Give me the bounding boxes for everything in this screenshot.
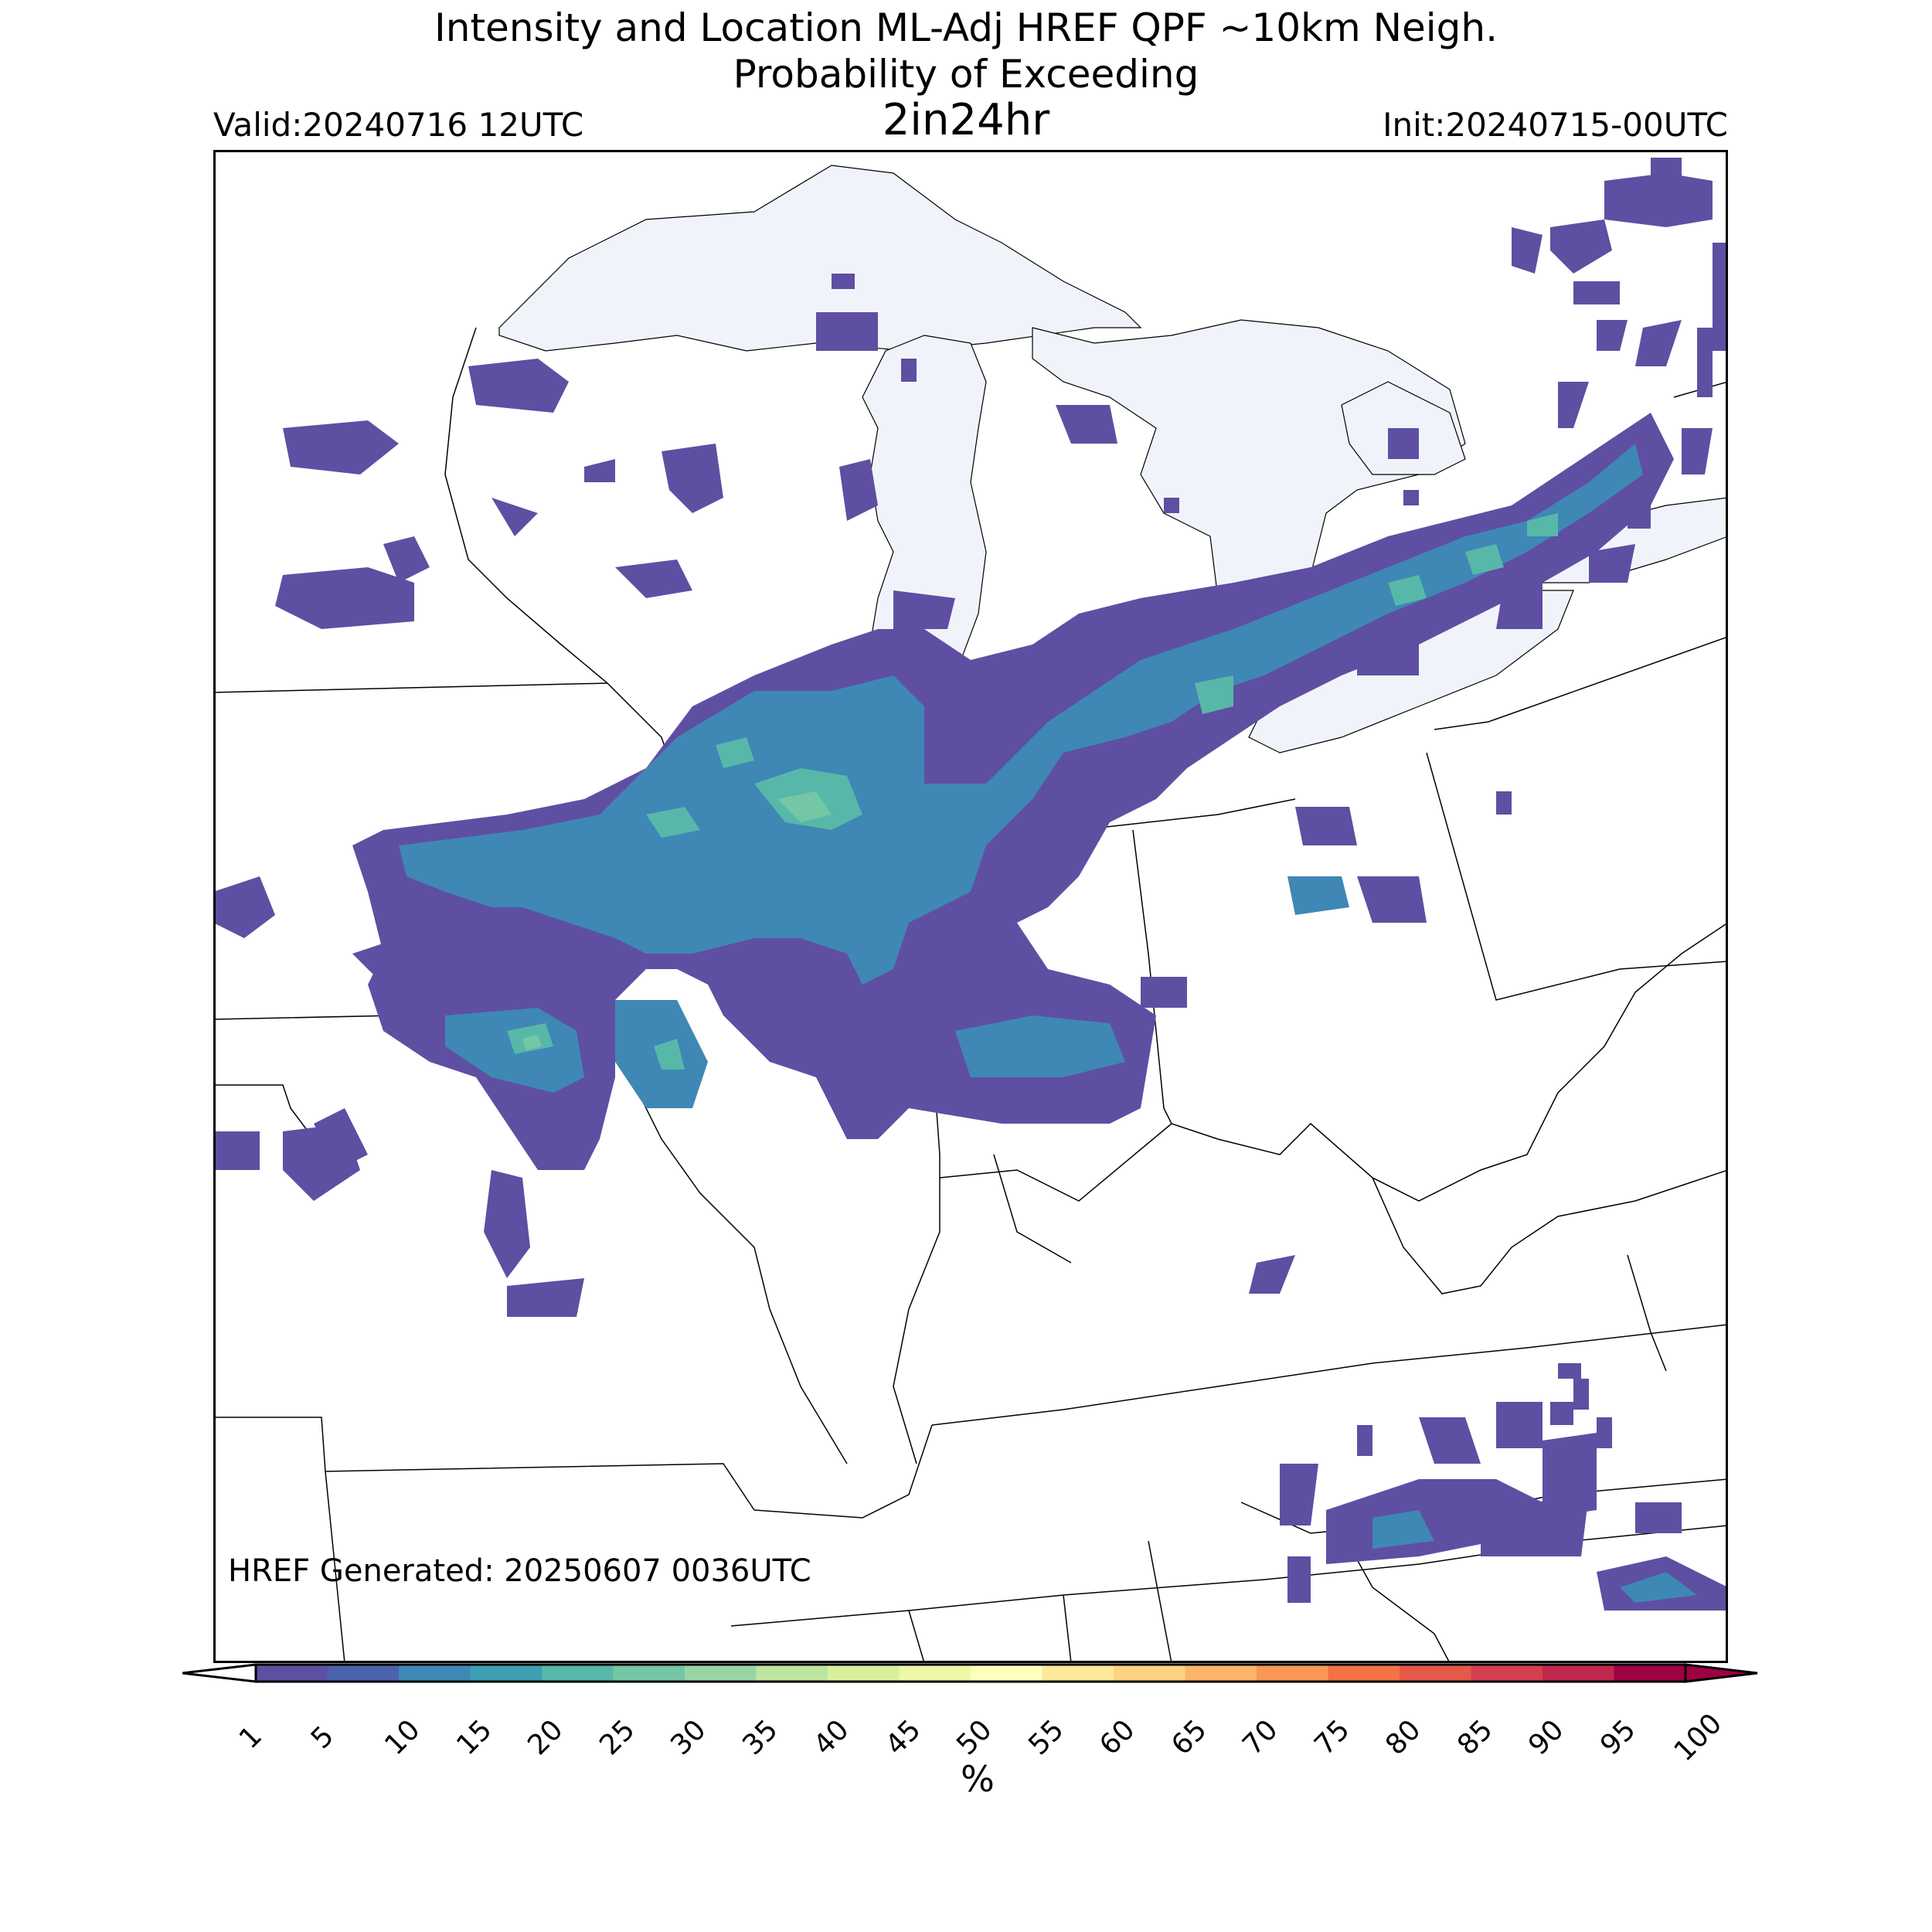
colorbar-lower-extend (182, 1663, 257, 1683)
colorbar-swatch (1543, 1665, 1614, 1682)
colorbar (182, 1663, 1758, 1683)
colorbar-swatch (256, 1665, 328, 1682)
great-lakes (498, 165, 1728, 753)
colorbar-swatch (1185, 1665, 1257, 1682)
colorbar-tick-label: 90 (1522, 1713, 1570, 1762)
lake-superior (498, 165, 1142, 352)
map-panel (213, 150, 1728, 1663)
colorbar-upper-extend (1684, 1663, 1758, 1683)
colorbar-tick-label: 75 (1308, 1713, 1356, 1762)
colorbar-tick-label: 45 (879, 1713, 927, 1762)
colorbar-tick-label: 40 (808, 1713, 855, 1762)
colorbar-swatch (1257, 1665, 1328, 1682)
colorbar-swatch (1400, 1665, 1471, 1682)
colorbar-tick-label: 20 (522, 1713, 570, 1762)
probability-field (213, 158, 1728, 1611)
colorbar-swatch (1328, 1665, 1400, 1682)
colorbar-swatch (613, 1665, 685, 1682)
colorbar-unit: % (961, 1758, 995, 1800)
valid-time: Valid:20240716 12UTC (213, 106, 584, 144)
colorbar-tick-label: 55 (1022, 1713, 1070, 1762)
colorbar-tick-label: 30 (665, 1713, 713, 1762)
colorbar-tick-label: 5 (304, 1719, 340, 1756)
colorbar-swatch (399, 1665, 471, 1682)
colorbar-swatch (470, 1665, 543, 1682)
colorbar-swatch (542, 1665, 614, 1682)
colorbar-tick-label: 85 (1451, 1713, 1499, 1762)
colorbar-swatches (256, 1665, 1686, 1682)
colorbar-tick-label: 1 (233, 1719, 269, 1756)
colorbar-tick-label: 50 (951, 1713, 998, 1762)
colorbar-tick-label: 70 (1236, 1713, 1284, 1762)
colorbar-swatch (971, 1665, 1043, 1682)
colorbar-tick-label: 80 (1379, 1713, 1427, 1762)
colorbar-tick-label: 15 (450, 1713, 498, 1762)
colorbar-tick-label: 25 (593, 1713, 641, 1762)
title-line-1: Intensity and Location ML-Adj HREF QPF ~… (434, 5, 1498, 50)
colorbar-tick-label: 65 (1165, 1713, 1213, 1762)
title-line-3: 2in24hr (882, 95, 1050, 145)
colorbar-swatch (1614, 1665, 1686, 1682)
colorbar-swatch (1114, 1665, 1185, 1682)
init-time: Init:20240715-00UTC (1383, 106, 1728, 144)
colorbar-tick-label: 10 (379, 1713, 427, 1762)
title-line-2: Probability of Exceeding (733, 52, 1199, 97)
colorbar-swatch (899, 1665, 971, 1682)
colorbar-tick-label: 60 (1094, 1713, 1141, 1762)
colorbar-swatch (828, 1665, 900, 1682)
colorbar-swatch (1471, 1665, 1543, 1682)
colorbar-swatch (685, 1665, 757, 1682)
colorbar-tick-label: 95 (1594, 1713, 1642, 1762)
generated-timestamp: HREF Generated: 20250607 0036UTC (228, 1553, 811, 1589)
colorbar-tick-label: 35 (736, 1713, 784, 1762)
colorbar-swatch (327, 1665, 400, 1682)
colorbar-swatch (756, 1665, 828, 1682)
colorbar-swatch (1042, 1665, 1114, 1682)
